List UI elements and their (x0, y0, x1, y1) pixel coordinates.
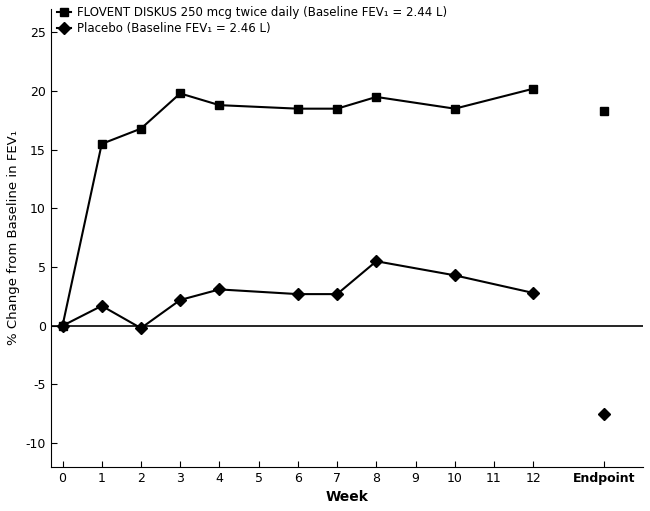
Y-axis label: % Change from Baseline in FEV₁: % Change from Baseline in FEV₁ (7, 130, 20, 345)
Legend: FLOVENT DISKUS 250 mcg twice daily (Baseline FEV₁ = 2.44 L), Placebo (Baseline F: FLOVENT DISKUS 250 mcg twice daily (Base… (57, 6, 447, 35)
X-axis label: Week: Week (326, 490, 369, 504)
